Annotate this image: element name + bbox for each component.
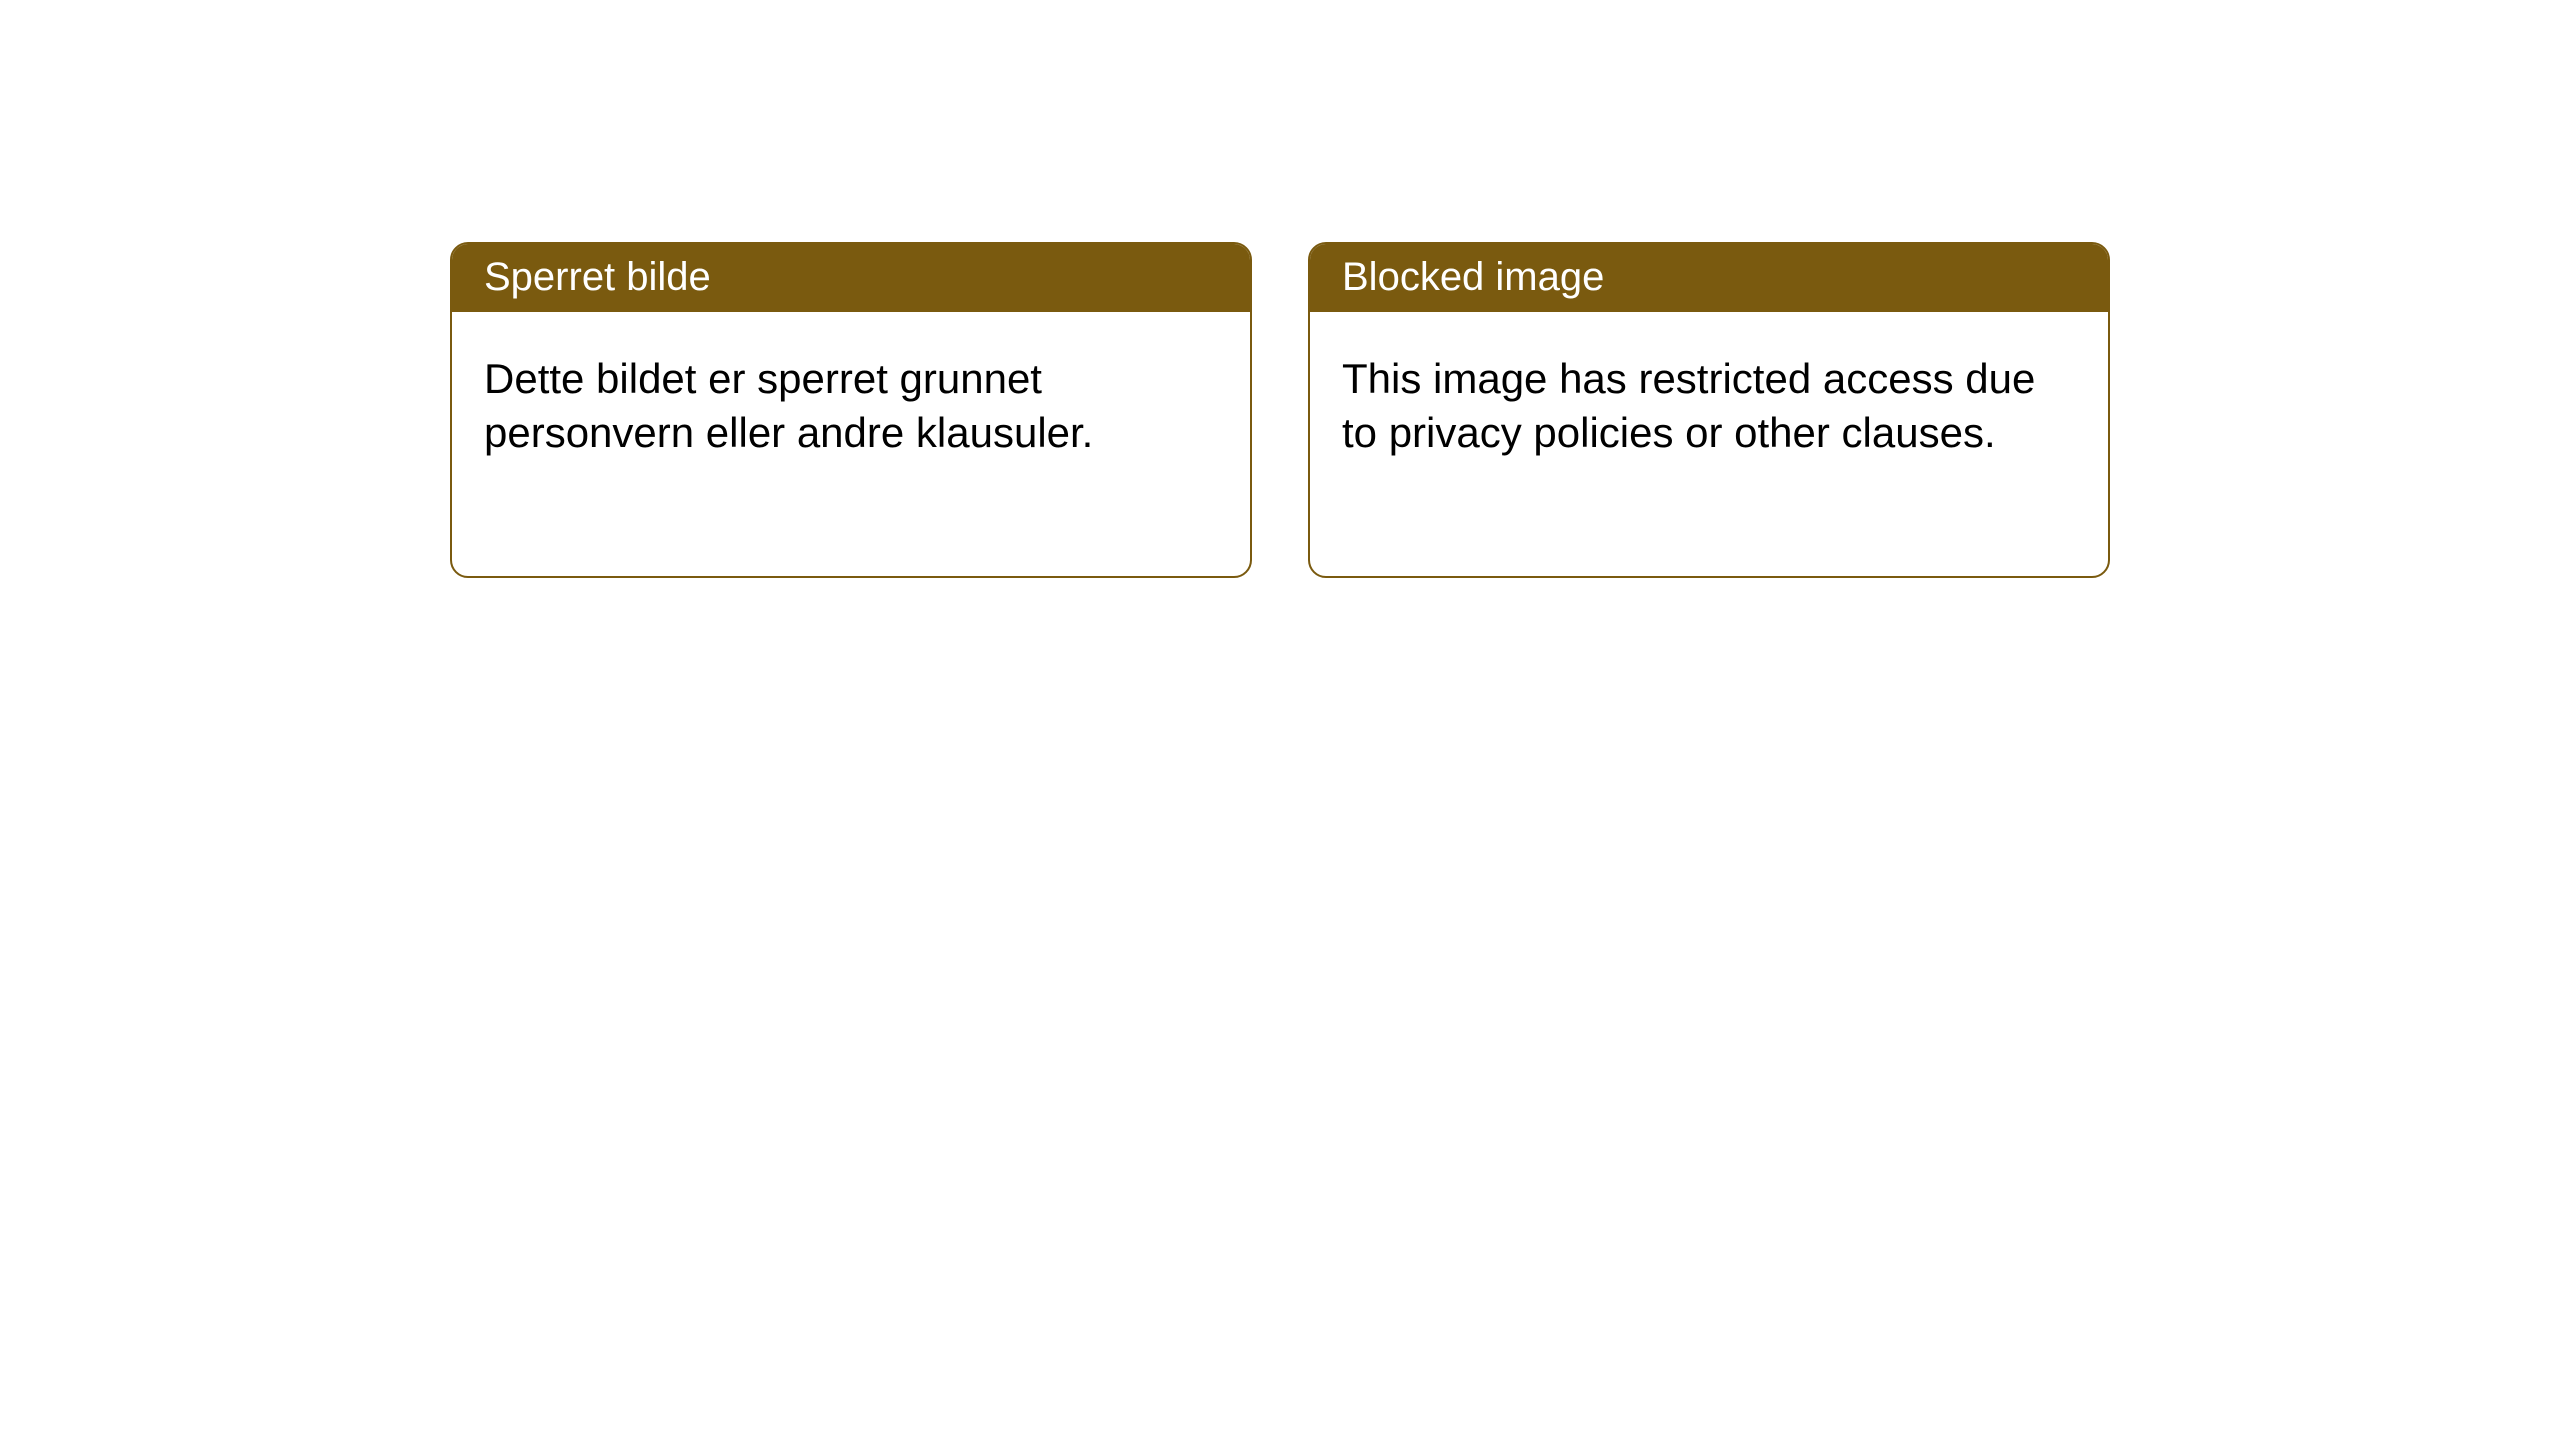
card-title-norwegian: Sperret bilde bbox=[452, 244, 1250, 312]
card-body-norwegian: Dette bildet er sperret grunnet personve… bbox=[452, 312, 1250, 480]
blocked-image-card-norwegian: Sperret bilde Dette bildet er sperret gr… bbox=[450, 242, 1252, 578]
blocked-image-card-english: Blocked image This image has restricted … bbox=[1308, 242, 2110, 578]
card-body-english: This image has restricted access due to … bbox=[1310, 312, 2108, 480]
blocked-image-notice-container: Sperret bilde Dette bildet er sperret gr… bbox=[450, 242, 2560, 578]
card-title-english: Blocked image bbox=[1310, 244, 2108, 312]
